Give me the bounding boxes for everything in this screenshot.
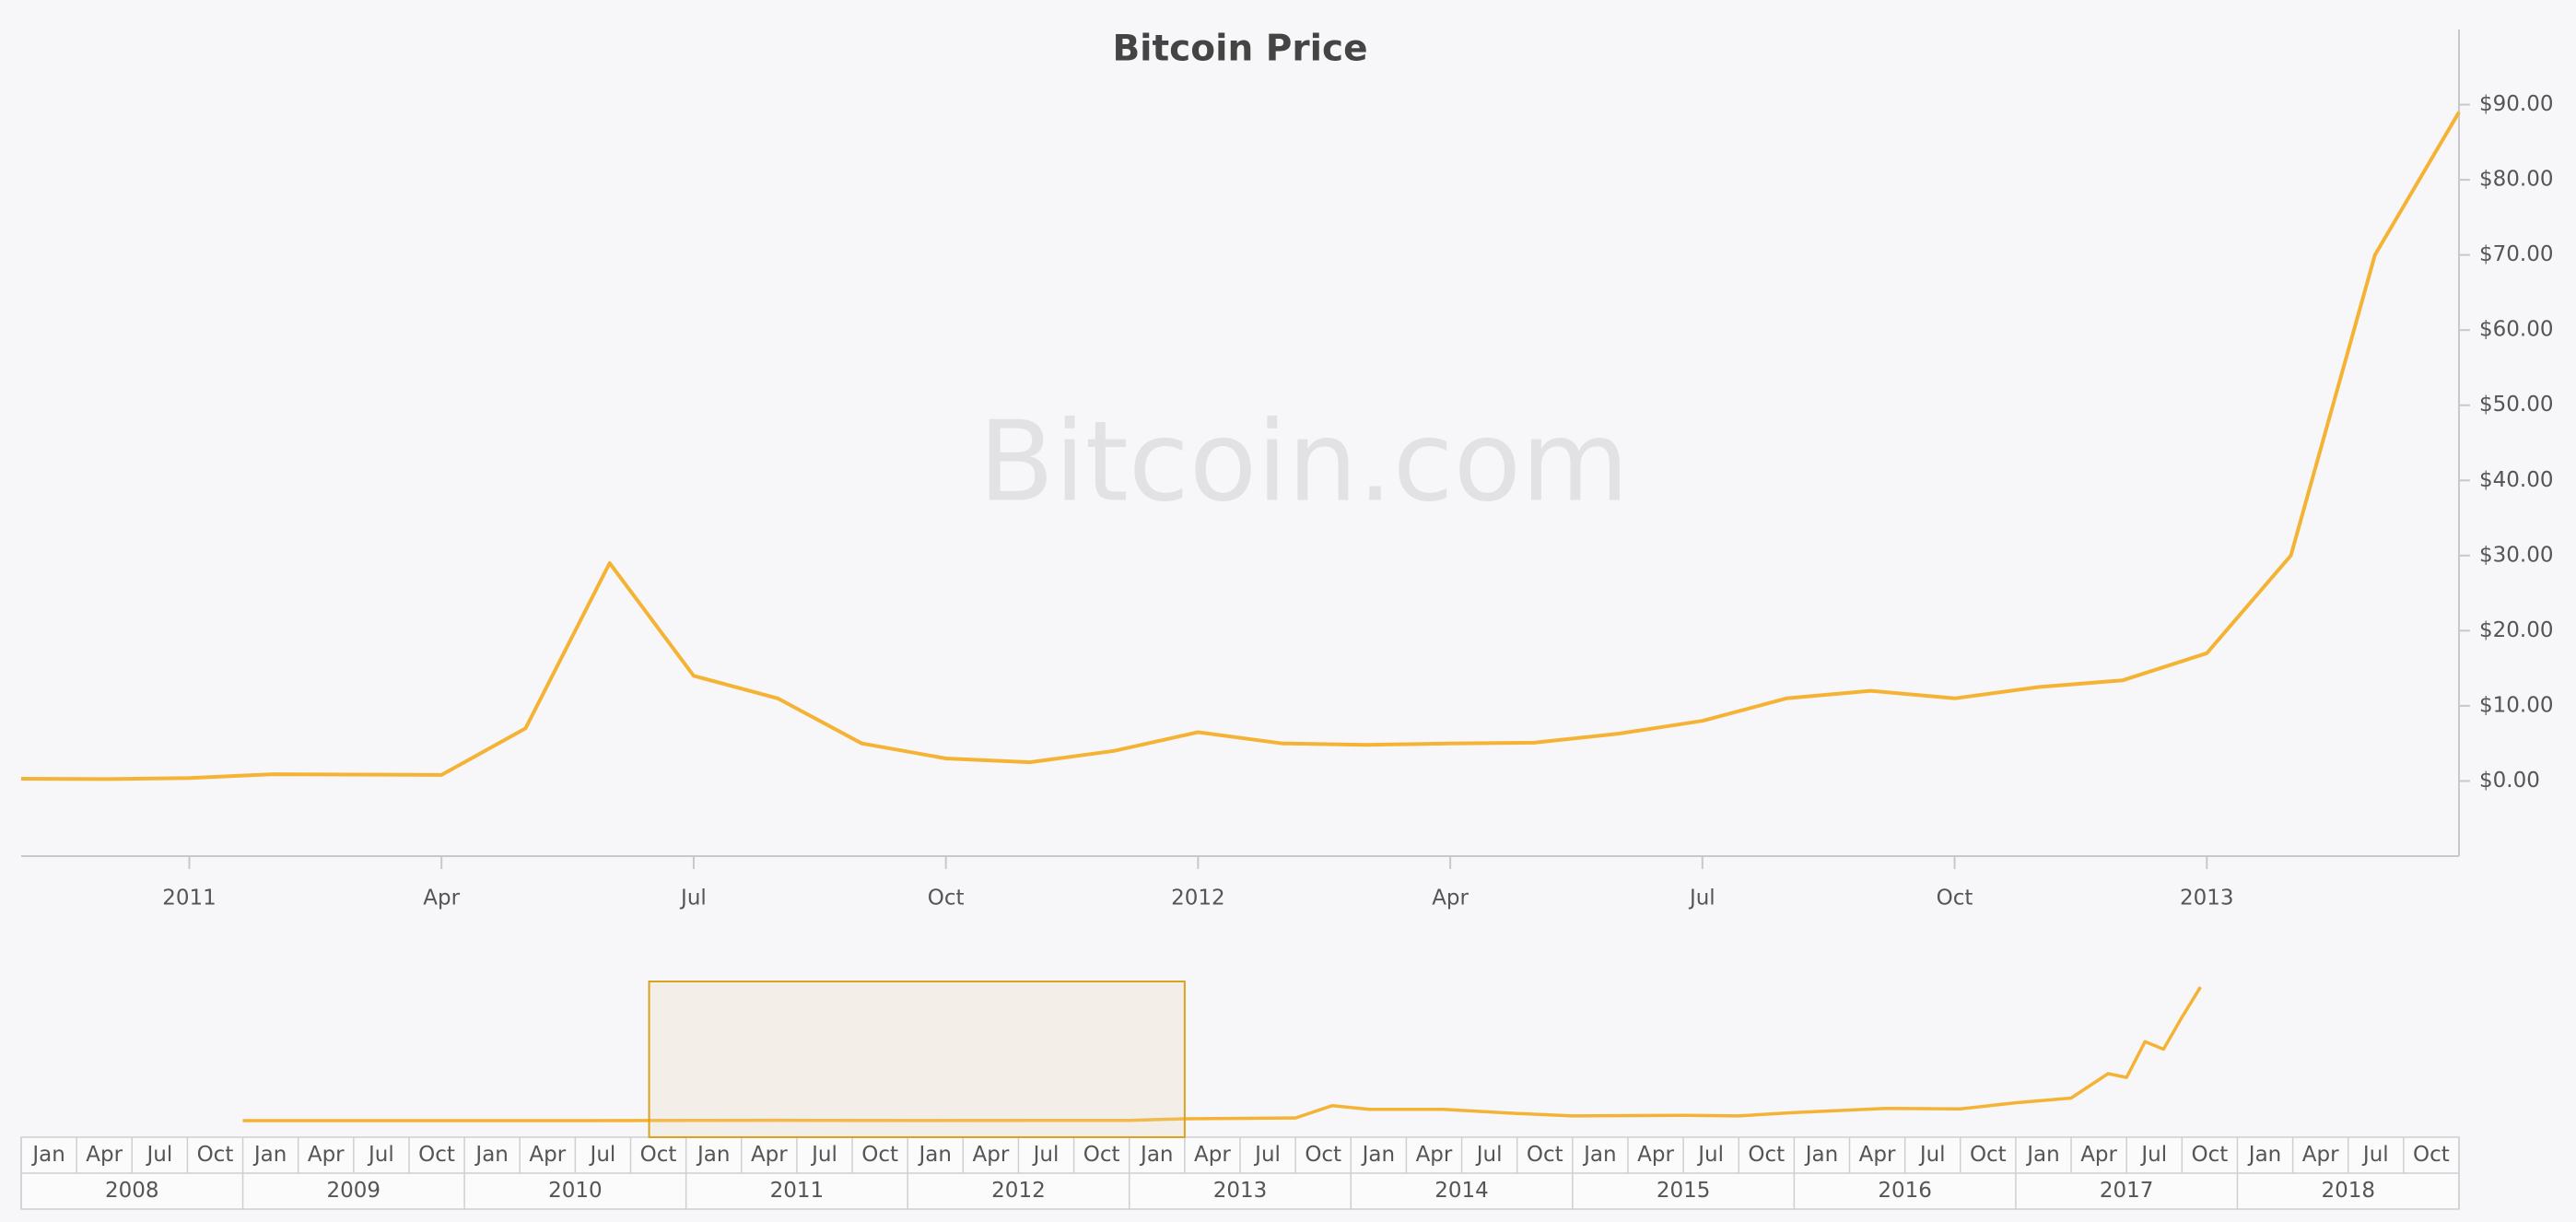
x-tick-label: Jul: [1688, 887, 1715, 911]
quarter-label: Jul: [367, 1143, 394, 1167]
year-label: 2014: [1434, 1179, 1489, 1203]
quarter-label: Apr: [529, 1143, 566, 1167]
quarter-label: Apr: [1859, 1143, 1896, 1167]
quarter-label: Jul: [1032, 1143, 1060, 1167]
quarter-label: Jul: [810, 1143, 837, 1167]
navigator-line: [242, 986, 2202, 1122]
quarter-label: Oct: [1527, 1143, 1563, 1167]
price-line: [20, 111, 2461, 781]
y-tick-label: $70.00: [2479, 242, 2553, 266]
quarter-label: Apr: [1416, 1143, 1453, 1167]
quarter-label: Jul: [1253, 1143, 1281, 1167]
x-tick-label: Apr: [423, 887, 460, 911]
quarter-label: Oct: [1305, 1143, 1341, 1167]
quarter-label: Oct: [861, 1143, 898, 1167]
quarter-label: Jan: [2025, 1143, 2059, 1167]
quarter-label: Jul: [1918, 1143, 1946, 1167]
quarter-label: Apr: [86, 1143, 123, 1167]
quarter-label: Oct: [2413, 1143, 2450, 1167]
year-label: 2011: [770, 1179, 825, 1203]
x-tick-label: Oct: [1937, 887, 1973, 911]
x-tick-label: Oct: [928, 887, 965, 911]
quarter-label: Jan: [918, 1143, 952, 1167]
x-tick-label: Apr: [1432, 887, 1469, 911]
quarter-label: Jan: [1361, 1143, 1395, 1167]
quarter-label: Apr: [1194, 1143, 1231, 1167]
quarter-label: Jan: [1139, 1143, 1173, 1167]
year-label: 2012: [991, 1179, 1046, 1203]
quarter-label: Jul: [589, 1143, 616, 1167]
quarter-label: Oct: [1748, 1143, 1785, 1167]
watermark: Bitcoin.com: [978, 399, 1629, 527]
quarter-label: Jan: [474, 1143, 508, 1167]
quarter-label: Jan: [1582, 1143, 1616, 1167]
y-tick-label: $60.00: [2479, 318, 2553, 342]
quarter-label: Jan: [696, 1143, 730, 1167]
y-tick-label: $40.00: [2479, 468, 2553, 492]
quarter-label: Oct: [1970, 1143, 2007, 1167]
quarter-label: Jul: [1475, 1143, 1503, 1167]
year-label: 2016: [1878, 1179, 1932, 1203]
year-label: 2018: [2321, 1179, 2375, 1203]
x-tick-label: Jul: [679, 887, 707, 911]
quarter-label: Apr: [751, 1143, 788, 1167]
y-tick-label: $20.00: [2479, 618, 2553, 642]
quarter-label: Oct: [1083, 1143, 1120, 1167]
quarter-label: Jul: [145, 1143, 172, 1167]
x-tick-label: 2011: [162, 887, 217, 911]
y-tick-label: $0.00: [2479, 769, 2540, 793]
selection-window: [648, 981, 1186, 1138]
quarter-label: Jan: [1804, 1143, 1838, 1167]
y-tick-label: $50.00: [2479, 393, 2553, 417]
quarter-label: Jul: [1696, 1143, 1724, 1167]
quarter-label: Jul: [2139, 1143, 2167, 1167]
quarter-label: Apr: [1637, 1143, 1674, 1167]
quarter-label: Jan: [2247, 1143, 2281, 1167]
year-label: 2009: [327, 1179, 381, 1203]
y-tick-label: $80.00: [2479, 168, 2553, 192]
chart-title: Bitcoin Price: [1112, 29, 1367, 70]
quarter-label: Oct: [640, 1143, 677, 1167]
quarter-label: Apr: [972, 1143, 1009, 1167]
quarter-label: Oct: [418, 1143, 455, 1167]
quarter-label: Jan: [252, 1143, 287, 1167]
year-label: 2008: [105, 1179, 159, 1203]
quarter-label: Jan: [30, 1143, 64, 1167]
quarter-label: Apr: [2302, 1143, 2339, 1167]
x-tick-label: 2012: [1171, 887, 1225, 911]
y-tick-label: $30.00: [2479, 543, 2553, 567]
year-label: 2017: [2100, 1179, 2154, 1203]
y-tick-label: $90.00: [2479, 92, 2553, 116]
quarter-label: Oct: [2191, 1143, 2228, 1167]
year-label: 2015: [1657, 1179, 1711, 1203]
quarter-label: Apr: [2080, 1143, 2117, 1167]
quarter-label: Oct: [197, 1143, 234, 1167]
x-tick-label: 2013: [2180, 887, 2234, 911]
y-tick-label: $10.00: [2479, 693, 2553, 717]
quarter-label: Apr: [308, 1143, 345, 1167]
year-label: 2010: [548, 1179, 603, 1203]
year-label: 2013: [1213, 1179, 1268, 1203]
quarter-label: Jul: [2361, 1143, 2389, 1167]
